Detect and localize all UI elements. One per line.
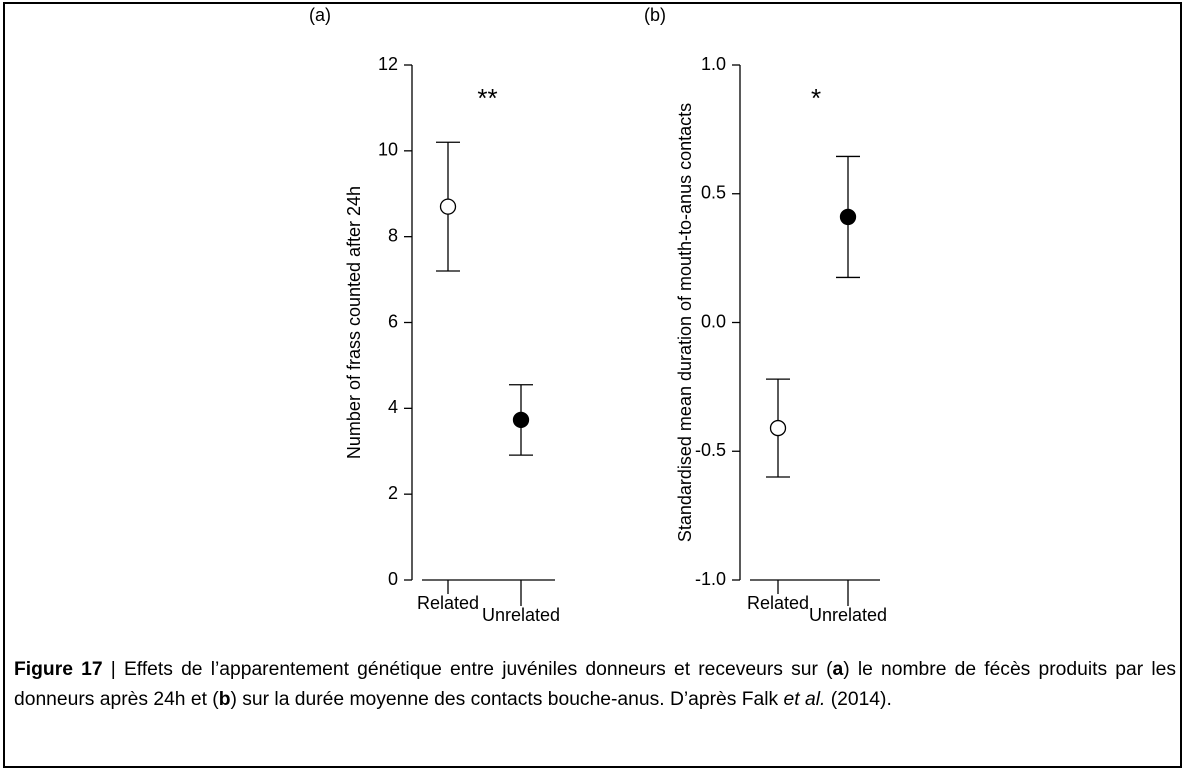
data-point bbox=[839, 208, 857, 226]
y-tick-label: 1.0 bbox=[701, 54, 726, 74]
panel-label: (b) bbox=[644, 5, 666, 25]
y-tick-label: 8 bbox=[388, 225, 398, 245]
figure-caption: Figure 17 | Effets de l’apparentement gé… bbox=[14, 655, 1176, 715]
caption-segment: (2014). bbox=[825, 689, 892, 710]
y-tick-label: -1.0 bbox=[695, 569, 726, 589]
y-tick-label: 12 bbox=[378, 54, 398, 74]
data-point bbox=[439, 198, 457, 215]
y-tick-label: -0.5 bbox=[695, 440, 726, 460]
significance-annotation: * bbox=[811, 83, 821, 113]
panel-label: (a) bbox=[309, 5, 331, 25]
y-tick-label: 10 bbox=[378, 140, 398, 160]
y-tick-label: 6 bbox=[388, 311, 398, 331]
caption-segment: a bbox=[832, 659, 844, 680]
caption-segment: | Effets de l’apparentement génétique en… bbox=[102, 659, 833, 680]
significance-annotation: ** bbox=[477, 83, 497, 113]
data-point bbox=[769, 419, 787, 437]
x-tick-label: Related bbox=[747, 593, 809, 613]
y-tick-label: 0.5 bbox=[701, 183, 726, 203]
y-tick-label: 2 bbox=[388, 483, 398, 503]
caption-segment: ) le nombre de fécès produits par les do… bbox=[14, 659, 1176, 710]
y-tick-label: 0.0 bbox=[701, 311, 726, 331]
caption-segment: b bbox=[218, 689, 231, 710]
y-tick-label: 4 bbox=[388, 397, 398, 417]
caption-segment: et al. bbox=[783, 689, 826, 710]
x-tick-label: Unrelated bbox=[482, 605, 560, 625]
x-tick-label: Related bbox=[417, 593, 479, 613]
x-tick-label: Unrelated bbox=[809, 605, 887, 625]
data-point bbox=[512, 411, 530, 429]
y-axis-label: Standardised mean duration of mouth-to-a… bbox=[675, 103, 695, 542]
y-tick-label: 0 bbox=[388, 569, 398, 589]
y-axis-label: Number of frass counted after 24h bbox=[344, 186, 364, 459]
caption-segment: Figure 17 bbox=[14, 659, 103, 680]
figure-frame bbox=[3, 2, 1182, 768]
caption-segment: ) sur la durée moyenne des contacts bouc… bbox=[230, 689, 784, 710]
